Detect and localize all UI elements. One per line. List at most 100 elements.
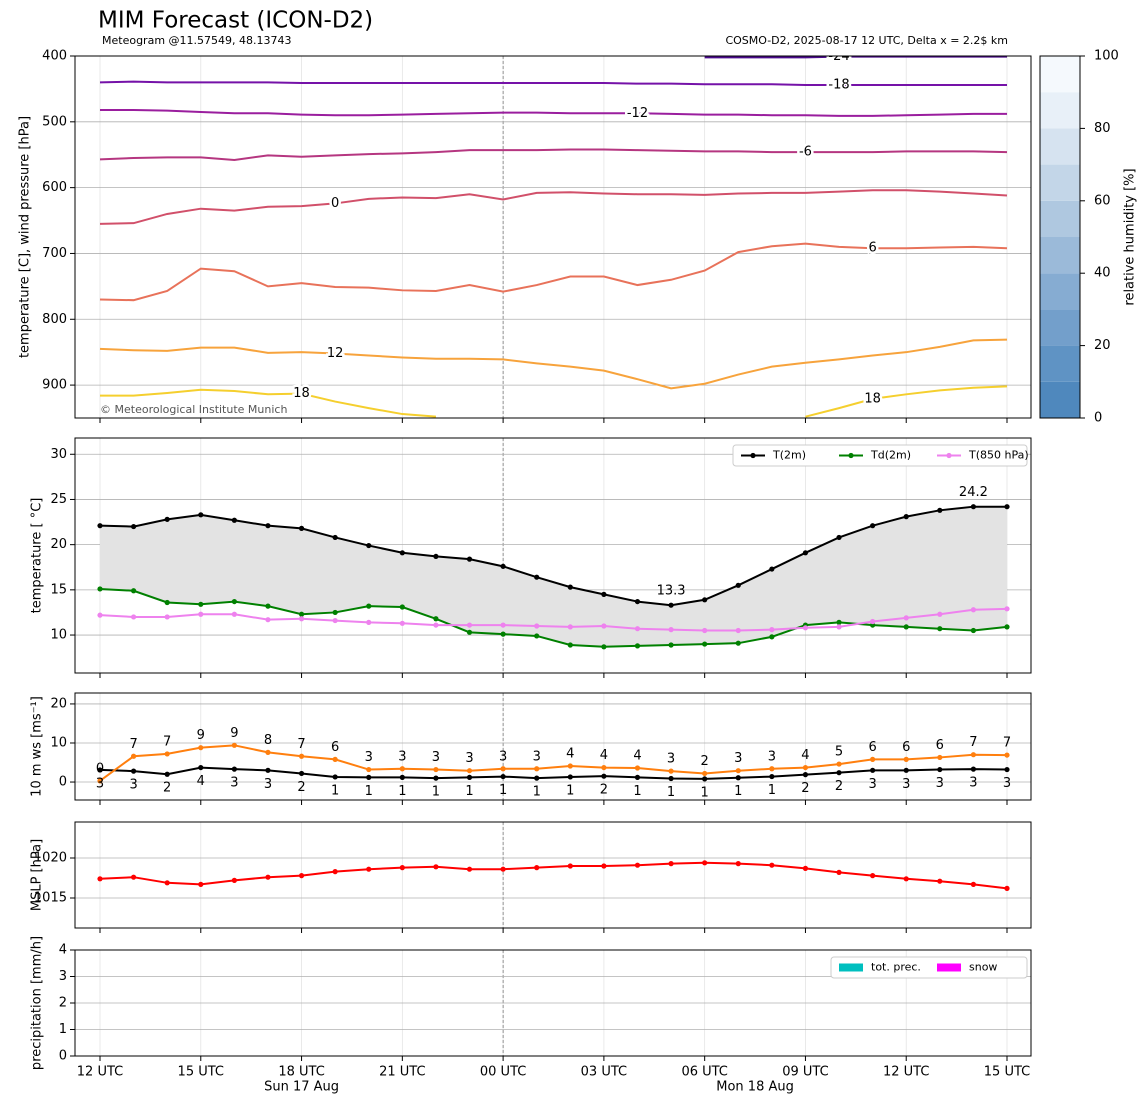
point xyxy=(769,566,775,572)
point xyxy=(366,619,372,625)
subtitle: Meteogram @11.57549, 48.13743 xyxy=(102,34,292,47)
colorbar-band xyxy=(1040,381,1080,418)
plot-layer xyxy=(97,504,1010,650)
value-label: 7 xyxy=(969,735,977,750)
value-label: 3 xyxy=(129,778,137,793)
point xyxy=(870,622,876,628)
value-label: 6 xyxy=(868,740,876,755)
legend-marker xyxy=(946,452,952,459)
y-tick-label: 20 xyxy=(50,696,67,711)
point xyxy=(937,878,943,884)
value-label: 4 xyxy=(197,774,205,789)
value-label: 2 xyxy=(163,781,171,796)
colorbar-tick-label: 100 xyxy=(1094,49,1119,64)
value-label: 1 xyxy=(533,785,541,800)
value-label: 13.3 xyxy=(657,584,686,599)
point xyxy=(735,861,741,867)
point xyxy=(97,876,103,882)
point xyxy=(601,863,607,869)
y-tick-label: 10 xyxy=(50,735,67,750)
point xyxy=(399,550,405,556)
point xyxy=(130,753,137,759)
point xyxy=(1004,606,1010,612)
y-tick-label: 1015 xyxy=(34,891,67,906)
point xyxy=(735,775,741,781)
isotherm-label: -18 xyxy=(828,77,849,92)
point xyxy=(433,775,439,781)
point xyxy=(567,774,573,780)
value-label: 6 xyxy=(902,740,910,755)
point xyxy=(164,880,170,886)
colorbar-tick-label: 80 xyxy=(1094,121,1111,136)
point xyxy=(466,866,473,872)
value-label: 3 xyxy=(398,749,406,764)
legend-label: snow xyxy=(969,961,997,974)
point xyxy=(466,774,473,780)
y-tick-label: 900 xyxy=(42,378,67,393)
isotherm-label: 12 xyxy=(327,346,344,361)
point xyxy=(298,873,305,879)
point xyxy=(231,742,237,748)
point xyxy=(567,584,573,590)
isotherm-label: -24 xyxy=(828,49,849,64)
value-label: 3 xyxy=(230,776,238,791)
point xyxy=(534,633,540,639)
point xyxy=(634,626,641,632)
colorbar-tick-label: 60 xyxy=(1094,193,1111,208)
colorbar-band xyxy=(1040,56,1080,93)
value-label: 1 xyxy=(398,784,406,799)
value-label: 7 xyxy=(163,734,171,749)
point xyxy=(634,598,641,605)
value-label: 3 xyxy=(902,777,910,792)
point xyxy=(500,622,506,628)
point xyxy=(298,525,305,531)
point xyxy=(601,591,607,597)
legend-swatch xyxy=(839,963,863,972)
point xyxy=(332,534,338,541)
series-line xyxy=(99,607,1008,632)
point xyxy=(970,752,977,758)
point xyxy=(735,768,741,774)
colorbar-label: relative humidity [%] xyxy=(1123,168,1138,305)
point xyxy=(567,642,573,648)
point xyxy=(130,588,137,594)
colorbar-band xyxy=(1040,237,1080,274)
value-label: 8 xyxy=(264,733,272,748)
point xyxy=(903,615,909,621)
point xyxy=(870,618,876,625)
point xyxy=(332,774,338,780)
point xyxy=(298,753,305,759)
isotherm-label: 18 xyxy=(293,386,310,401)
y-tick-label: 500 xyxy=(42,114,67,129)
point xyxy=(164,614,170,620)
point xyxy=(97,612,103,618)
point xyxy=(198,611,204,617)
point xyxy=(500,773,506,780)
point xyxy=(231,598,237,605)
point xyxy=(130,614,137,620)
isotherm xyxy=(100,385,1008,418)
x-tick-label: 21 UTC xyxy=(379,1065,425,1080)
point xyxy=(433,864,439,870)
value-label: 7 xyxy=(297,737,305,752)
y-axis-label: temperature [ °C] xyxy=(30,498,45,614)
isotherm-label: 0 xyxy=(331,196,339,211)
value-label: 2 xyxy=(701,754,709,769)
plot-frame xyxy=(74,949,1032,1057)
colorbar-band xyxy=(1040,345,1080,382)
point xyxy=(265,523,271,529)
point xyxy=(265,749,271,755)
point xyxy=(399,865,405,871)
plot-frame xyxy=(74,821,1032,929)
y-tick-label: 15 xyxy=(50,582,67,597)
point xyxy=(298,611,305,617)
point xyxy=(836,770,842,776)
point xyxy=(668,602,674,608)
isotherm xyxy=(99,80,1007,86)
point xyxy=(601,644,607,650)
y-tick-label: 4 xyxy=(59,943,67,958)
value-label: 1 xyxy=(768,783,776,798)
point xyxy=(164,599,170,606)
point xyxy=(970,607,977,613)
point xyxy=(970,627,977,634)
